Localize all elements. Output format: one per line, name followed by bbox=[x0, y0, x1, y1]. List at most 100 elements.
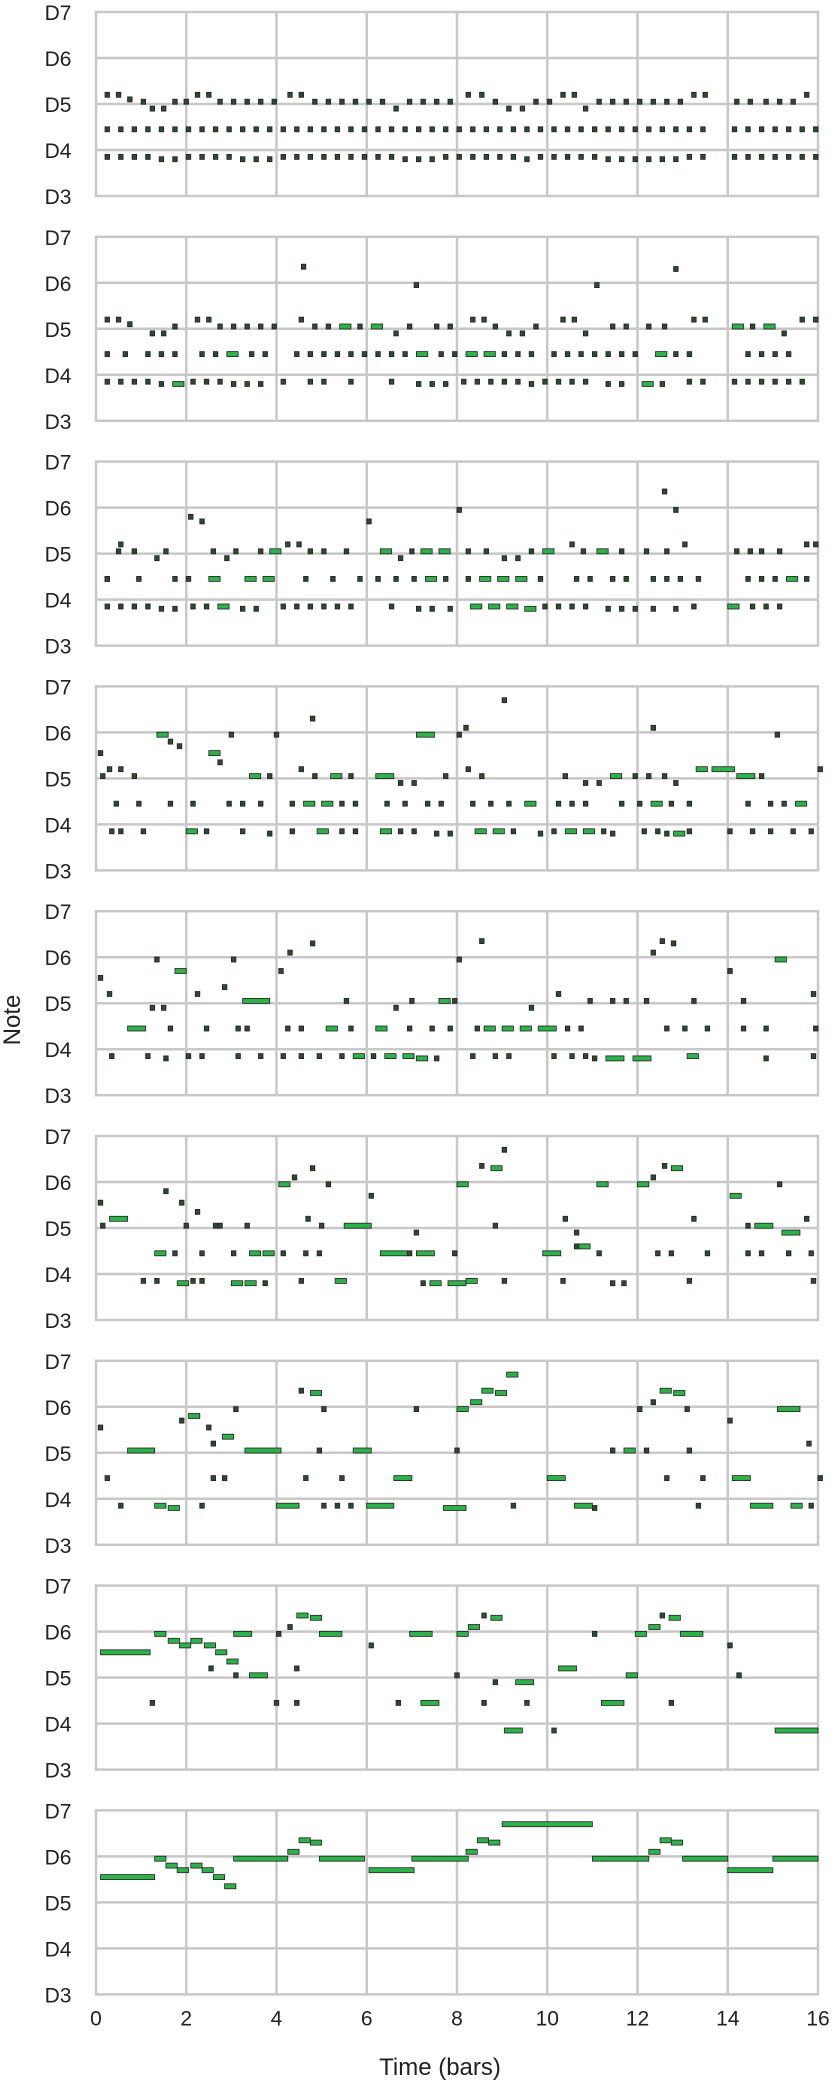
note-mark bbox=[758, 576, 765, 582]
note-mark bbox=[610, 773, 623, 779]
note-mark bbox=[465, 576, 471, 582]
note-mark bbox=[578, 1025, 584, 1032]
note-mark bbox=[318, 1855, 365, 1862]
note-mark bbox=[781, 1229, 801, 1236]
note-mark bbox=[790, 828, 796, 835]
note-mark bbox=[122, 351, 128, 358]
note-mark bbox=[172, 156, 178, 163]
note-mark bbox=[727, 828, 733, 835]
note-mark bbox=[461, 378, 467, 385]
note-mark bbox=[506, 800, 512, 807]
note-mark bbox=[537, 126, 544, 133]
note-mark bbox=[677, 98, 684, 105]
note-mark bbox=[786, 153, 792, 160]
note-mark bbox=[321, 548, 327, 555]
note-mark bbox=[695, 766, 708, 773]
note-mark bbox=[619, 156, 625, 163]
y-tick-label: D5 bbox=[45, 544, 72, 567]
note-mark bbox=[375, 351, 381, 358]
note-mark bbox=[145, 603, 151, 610]
note-mark bbox=[411, 1855, 469, 1862]
note-mark bbox=[587, 576, 593, 582]
note-mark bbox=[587, 998, 593, 1004]
note-mark bbox=[131, 153, 138, 160]
note-mark bbox=[727, 968, 733, 974]
note-mark bbox=[316, 1447, 323, 1454]
note-mark bbox=[452, 1250, 458, 1257]
note-mark bbox=[106, 991, 113, 997]
note-mark bbox=[447, 1280, 467, 1287]
note-mark bbox=[280, 126, 286, 133]
note-mark bbox=[429, 126, 435, 133]
note-mark bbox=[104, 603, 110, 610]
note-mark bbox=[233, 548, 239, 555]
note-mark bbox=[582, 828, 596, 835]
note-mark bbox=[506, 1053, 512, 1059]
note-mark bbox=[702, 91, 708, 98]
note-mark bbox=[413, 282, 420, 289]
note-mark bbox=[361, 126, 368, 133]
note-mark bbox=[206, 91, 212, 98]
note-mark bbox=[643, 1447, 650, 1454]
note-mark bbox=[167, 1637, 180, 1644]
note-mark bbox=[817, 1475, 823, 1481]
note-mark bbox=[106, 766, 113, 773]
note-mark bbox=[664, 548, 670, 555]
note-mark bbox=[686, 126, 693, 133]
y-tick-label: D4 bbox=[45, 1039, 72, 1062]
note-mark bbox=[244, 1222, 250, 1229]
note-mark bbox=[415, 351, 429, 358]
note-mark bbox=[677, 576, 684, 582]
note-mark bbox=[434, 98, 440, 105]
note-mark bbox=[325, 1181, 332, 1188]
note-mark bbox=[702, 316, 708, 323]
note-mark bbox=[481, 1612, 487, 1619]
note-mark bbox=[481, 1700, 487, 1706]
note-mark bbox=[659, 126, 665, 133]
note-mark bbox=[438, 800, 444, 807]
note-mark bbox=[172, 126, 178, 133]
note-mark bbox=[212, 153, 219, 160]
note-mark bbox=[118, 378, 124, 385]
note-mark bbox=[309, 940, 316, 947]
note-mark bbox=[230, 381, 237, 387]
note-mark bbox=[564, 351, 571, 358]
note-mark bbox=[217, 603, 230, 610]
note-mark bbox=[172, 351, 178, 358]
note-mark bbox=[415, 1055, 429, 1062]
note-mark bbox=[806, 1440, 812, 1447]
note-mark bbox=[208, 1665, 214, 1672]
note-mark bbox=[515, 1679, 535, 1686]
note-mark bbox=[172, 605, 178, 612]
note-mark bbox=[199, 153, 205, 160]
note-mark bbox=[443, 381, 449, 387]
note-mark bbox=[339, 98, 345, 105]
y-tick-label: D4 bbox=[45, 365, 72, 388]
note-mark bbox=[221, 1475, 228, 1481]
note-mark bbox=[289, 828, 295, 835]
note-mark bbox=[298, 1387, 304, 1394]
note-mark bbox=[551, 1727, 557, 1734]
note-mark bbox=[727, 1417, 733, 1424]
note-mark bbox=[456, 506, 462, 513]
note-mark bbox=[494, 1390, 508, 1396]
note-mark bbox=[470, 126, 476, 133]
note-mark bbox=[551, 351, 557, 358]
note-mark bbox=[388, 351, 395, 358]
note-mark bbox=[524, 605, 537, 612]
note-mark bbox=[447, 1025, 453, 1032]
note-mark bbox=[551, 126, 557, 133]
note-mark bbox=[745, 378, 751, 385]
note-mark bbox=[754, 1222, 774, 1229]
note-mark bbox=[258, 381, 264, 387]
note-mark bbox=[244, 1280, 257, 1287]
note-mark bbox=[402, 1053, 415, 1059]
note-mark bbox=[700, 1475, 706, 1481]
note-mark bbox=[154, 1631, 167, 1637]
note-mark bbox=[409, 548, 415, 555]
note-mark bbox=[808, 828, 814, 835]
note-mark bbox=[158, 351, 165, 358]
note-mark bbox=[490, 1614, 503, 1621]
note-mark bbox=[497, 126, 503, 133]
note-mark bbox=[161, 105, 167, 112]
